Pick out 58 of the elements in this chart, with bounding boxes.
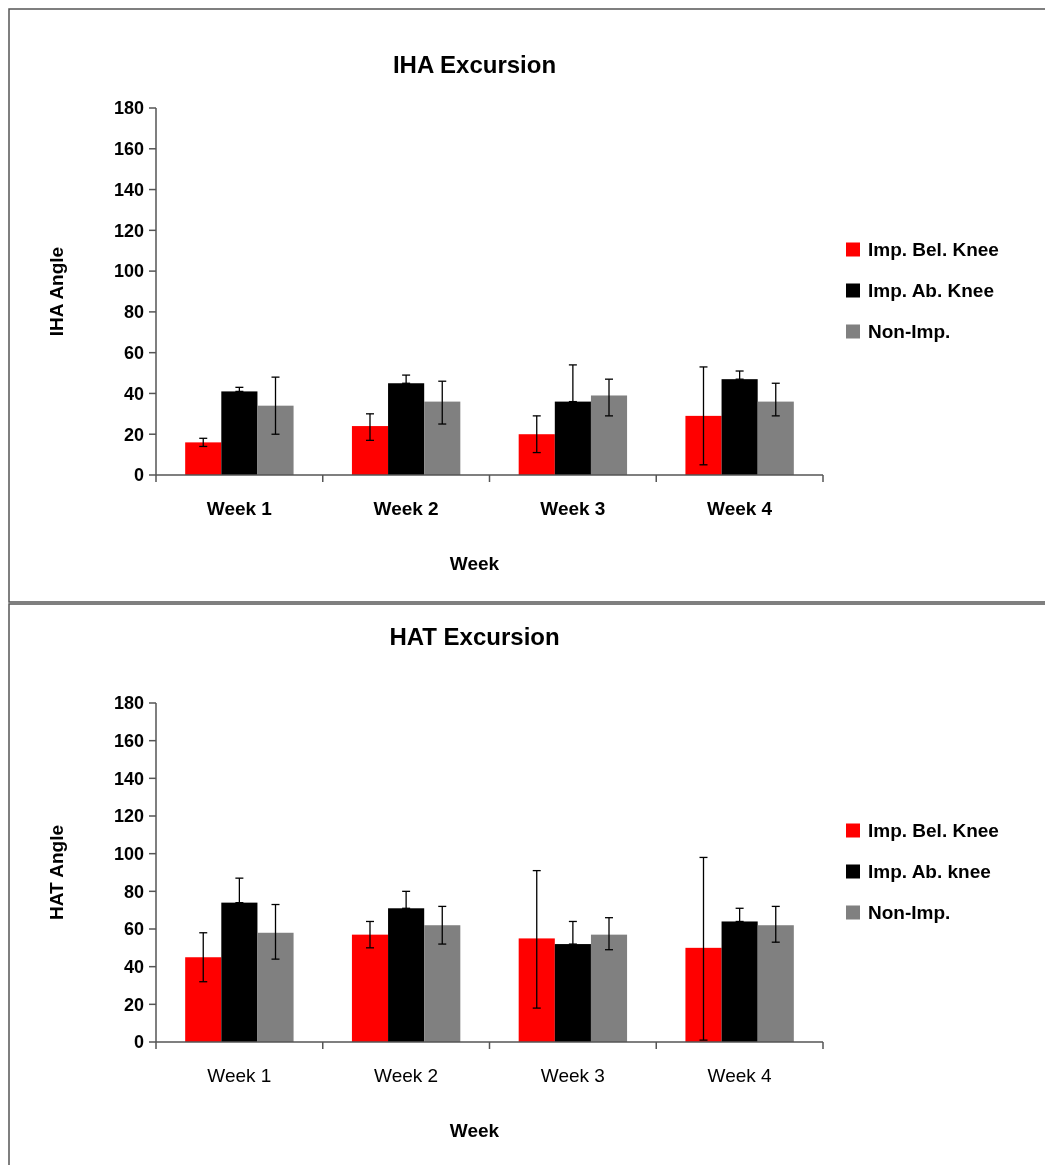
y-axis-title: HAT Angle [46,825,67,920]
y-tick-label: 140 [113,179,144,200]
bar [590,934,628,1042]
legend-label: Imp. Bel. Knee [868,820,999,842]
chart-title: IHA Excursion [392,51,557,78]
y-tick-label: 120 [113,806,144,827]
y-tick-label: 0 [133,465,144,486]
bar [424,401,461,475]
bar [185,957,222,1042]
legend-label: Non-Imp. [868,902,951,924]
x-axis-title: Week [449,1120,500,1141]
y-tick-label: 80 [123,881,144,902]
y-tick-label: 40 [123,956,144,977]
y-tick-label: 20 [123,994,144,1015]
legend-label: Imp. Ab. Knee [868,280,994,302]
x-tick-label: Week 3 [540,498,606,519]
y-tick-label: 120 [113,220,144,241]
bar [257,405,294,475]
bar [685,415,722,475]
bar [554,944,591,1042]
x-tick-label: Week 3 [540,1065,605,1086]
y-tick-label: 140 [113,768,144,789]
y-tick-label: 160 [113,139,144,160]
x-tick-label: Week 4 [707,498,773,519]
bar [351,934,389,1042]
x-tick-label: Week 1 [207,1065,272,1086]
legend-label: Non-Imp. [868,321,951,343]
y-tick-label: 160 [113,730,144,751]
y-axis-title: IHA Angle [46,246,67,337]
bar [185,442,222,475]
y-tick-label: 180 [113,98,144,119]
bar [424,925,461,1042]
x-tick-label: Week 2 [373,498,439,519]
chart-title: HAT Excursion [389,623,560,650]
bar [351,426,389,475]
bar [685,947,722,1042]
y-tick-label: 100 [113,843,144,864]
y-tick-label: 180 [113,693,144,714]
x-axis-title: Week [449,553,500,574]
y-tick-label: 60 [123,919,144,940]
bar [757,925,794,1042]
bar [757,401,794,475]
legend-label: Imp. Ab. knee [868,861,991,883]
y-tick-label: 80 [123,302,144,323]
y-tick-label: 100 [113,261,144,282]
bar [590,395,628,475]
bar [257,932,294,1042]
x-tick-label: Week 2 [374,1065,439,1086]
bar [518,434,555,475]
y-tick-label: 60 [123,342,144,363]
x-tick-label: Week 1 [206,498,273,519]
y-tick-label: 20 [123,424,144,445]
y-tick-label: 0 [133,1032,144,1053]
bar [518,938,555,1042]
bar [221,391,258,475]
x-tick-label: Week 4 [707,1065,773,1086]
legend-label: Imp. Bel. Knee [868,239,999,261]
y-tick-label: 40 [123,383,144,404]
